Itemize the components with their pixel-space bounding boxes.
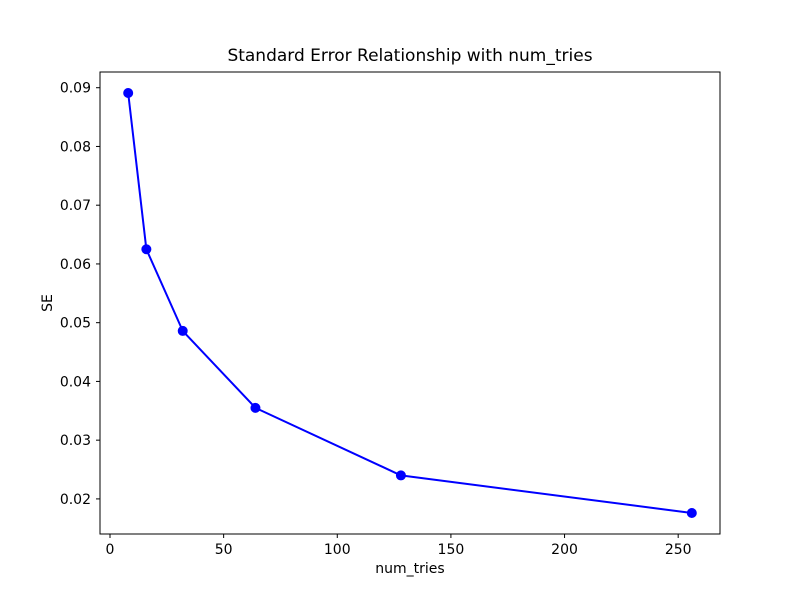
x-tick-label: 250 (665, 542, 692, 558)
x-tick-label: 150 (438, 542, 465, 558)
y-tick-label: 0.09 (60, 81, 91, 97)
y-tick-label: 0.05 (60, 316, 91, 332)
y-tick-label: 0.04 (60, 374, 91, 390)
y-tick-label: 0.08 (60, 139, 91, 155)
data-point (395, 470, 406, 481)
y-axis-label: SE (40, 294, 56, 312)
chart-title: Standard Error Relationship with num_tri… (227, 46, 593, 66)
x-axis-label: num_tries (375, 561, 445, 577)
data-point (123, 88, 134, 98)
data-point (686, 508, 697, 518)
plot-border (99, 71, 721, 535)
x-tick-label: 200 (551, 542, 578, 558)
y-tick-label: 0.06 (60, 257, 91, 273)
x-tick-label: 100 (324, 542, 351, 558)
y-tick-label: 0.02 (60, 492, 91, 508)
data-point (177, 325, 188, 336)
data-point (141, 244, 152, 255)
y-tick-label: 0.07 (60, 198, 91, 214)
x-tick-label: 50 (215, 542, 233, 558)
x-tick-label: 0 (106, 542, 115, 558)
y-tick-label: 0.03 (60, 433, 91, 449)
se-line (127, 92, 693, 514)
data-point (250, 402, 261, 413)
